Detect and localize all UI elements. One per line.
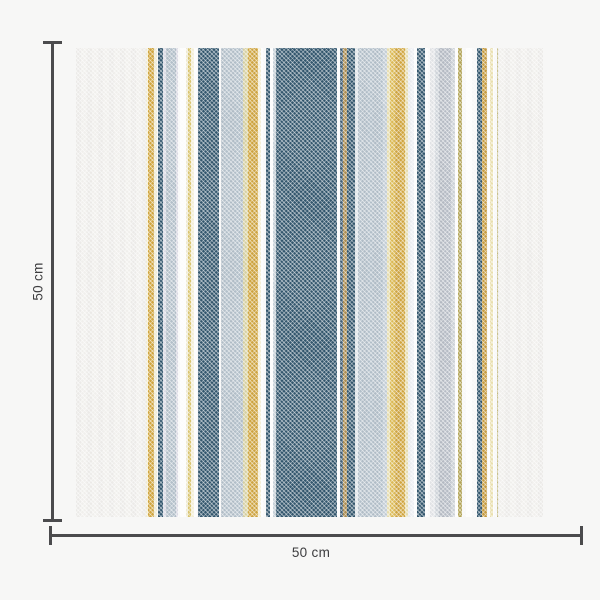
vertical-dimension-cap-top	[43, 41, 62, 44]
stripe-teal	[417, 48, 425, 517]
stripe-white	[493, 48, 497, 517]
stripe-teal	[347, 48, 355, 517]
stripe-white	[455, 48, 458, 517]
horizontal-dimension-cap-left	[49, 526, 52, 545]
stripe-palegold	[188, 48, 191, 517]
stripe-lighterblue	[383, 48, 387, 517]
stripe-gold	[148, 48, 154, 517]
fabric-swatch	[76, 48, 543, 517]
stripe-white	[178, 48, 186, 517]
stripe-olive2	[497, 48, 498, 517]
stripe-white	[270, 48, 273, 517]
vertical-dimension-cap-bottom	[43, 519, 62, 522]
stripe-silver	[439, 48, 451, 517]
stripe-gold	[248, 48, 258, 517]
stripe-lightblue	[166, 48, 176, 517]
horizontal-dimension-label: 50 cm	[291, 545, 331, 560]
stripe-tan	[343, 48, 347, 517]
stripe-palegold2	[490, 48, 493, 517]
stripe-olive	[458, 48, 462, 517]
stripe-white	[337, 48, 340, 517]
stripe-offwhite	[498, 48, 543, 517]
stripe-paleyellow	[186, 48, 188, 517]
stripe-verypale	[408, 48, 414, 517]
stripe-paleblue2	[355, 48, 358, 517]
stripe-white	[462, 48, 477, 517]
stripe-lightgray	[451, 48, 455, 517]
stripe-lightgray	[435, 48, 439, 517]
stripe-teal	[276, 48, 337, 517]
stripe-slate	[340, 48, 343, 517]
stripe-gold2	[482, 48, 487, 517]
stripe-paleyellow	[154, 48, 157, 517]
stripe-white	[219, 48, 221, 517]
stripe-palegold2	[387, 48, 390, 517]
stripe-paleyellow	[146, 48, 148, 517]
stripe-offwhite	[76, 48, 146, 517]
stripe-gold	[395, 48, 405, 517]
stripe-palegold2	[405, 48, 408, 517]
stripe-palegreen	[243, 48, 248, 517]
stripe-white	[194, 48, 198, 517]
stripe-teal	[477, 48, 482, 517]
stripe-palelav	[176, 48, 178, 517]
stripe-palegray	[430, 48, 435, 517]
stripe-paleyellow	[191, 48, 194, 517]
stripe-white	[425, 48, 430, 517]
stripe-lightblue	[358, 48, 383, 517]
stripe-teal	[266, 48, 270, 517]
vertical-dimension-label: 50 cm	[30, 262, 46, 301]
stripe-white	[487, 48, 490, 517]
horizontal-dimension-line	[50, 534, 582, 537]
stripe-white	[414, 48, 417, 517]
stripe-paleblue	[273, 48, 276, 517]
stripe-teal	[198, 48, 219, 517]
horizontal-dimension-cap-right	[580, 526, 583, 545]
stripe-palelav	[163, 48, 166, 517]
stripe-white	[261, 48, 266, 517]
stripe-paleyellow	[258, 48, 261, 517]
stripe-white	[157, 48, 158, 517]
vertical-dimension-line	[51, 43, 54, 521]
stripe-teal	[158, 48, 163, 517]
stripe-lightblue	[221, 48, 243, 517]
stripe-lightgold	[390, 48, 395, 517]
